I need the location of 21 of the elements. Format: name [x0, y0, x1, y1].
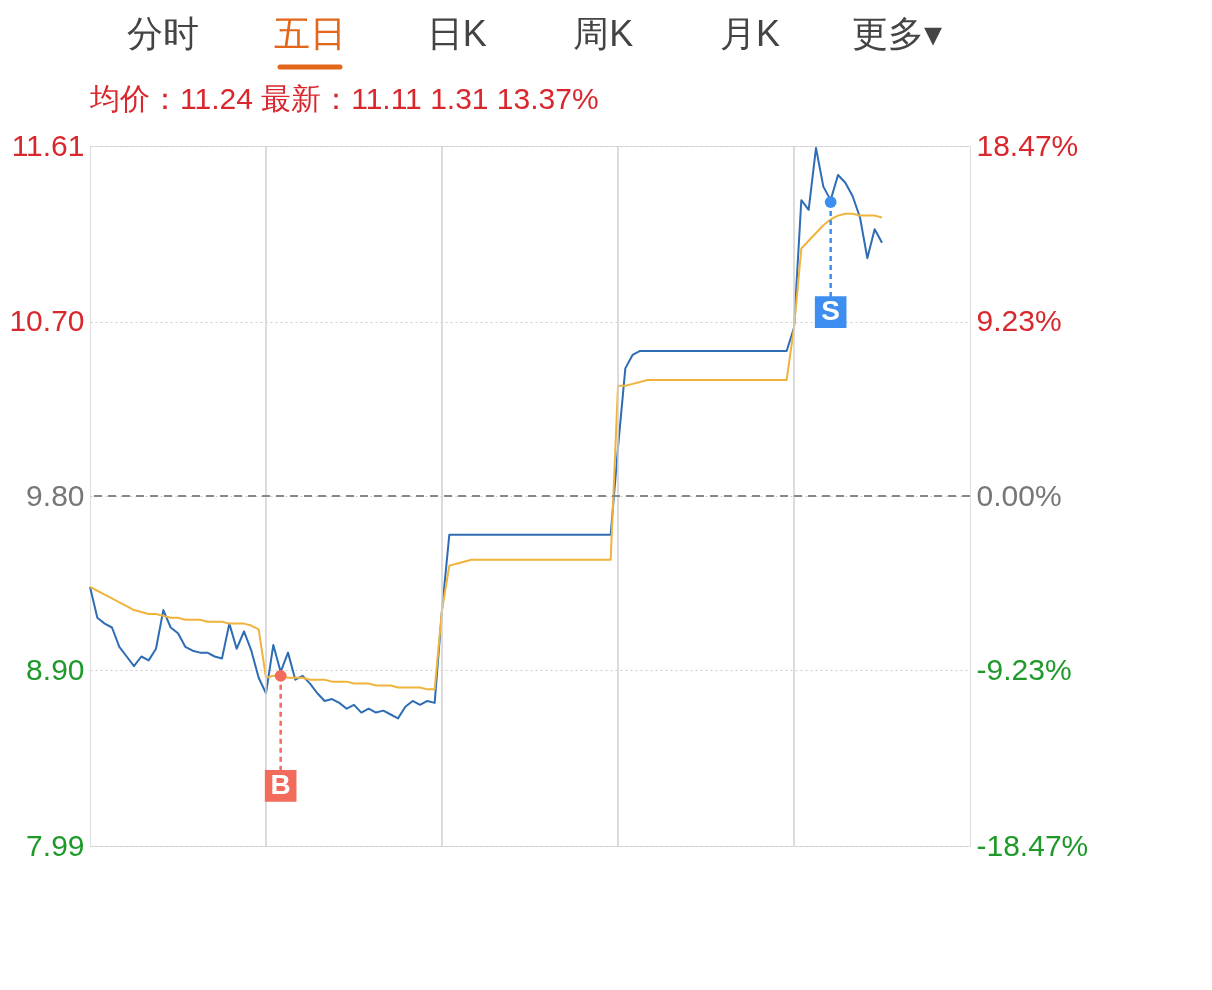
- y2-tick-label: 18.47%: [976, 128, 1079, 162]
- y2-tick-label: -9.23%: [976, 653, 1072, 687]
- y-tick-label: 8.90: [26, 652, 85, 686]
- line-series: [89, 212, 883, 691]
- text: 周K: [573, 13, 634, 54]
- text: B: [270, 768, 291, 800]
- chart-subtitle: 均价：11.24 最新：11.11 1.31 13.37%: [89, 82, 599, 115]
- y-tick-label: 7.99: [26, 828, 85, 862]
- y-tick-label: 9.80: [26, 478, 85, 512]
- y2-tick-label: -18.47%: [976, 828, 1089, 862]
- text: 五日: [274, 13, 346, 54]
- y-tick-label: 10.70: [9, 304, 85, 338]
- y-tick-label: 11.61: [11, 128, 85, 162]
- text: 月K: [719, 13, 781, 54]
- text: 分时: [127, 13, 200, 54]
- text: S: [821, 295, 841, 327]
- line-series: [89, 146, 883, 720]
- y2-tick-label: 9.23%: [976, 303, 1062, 337]
- y2-tick-label: 0.00%: [976, 478, 1062, 512]
- text: 更多▾: [851, 13, 942, 54]
- text: 日K: [426, 13, 487, 54]
